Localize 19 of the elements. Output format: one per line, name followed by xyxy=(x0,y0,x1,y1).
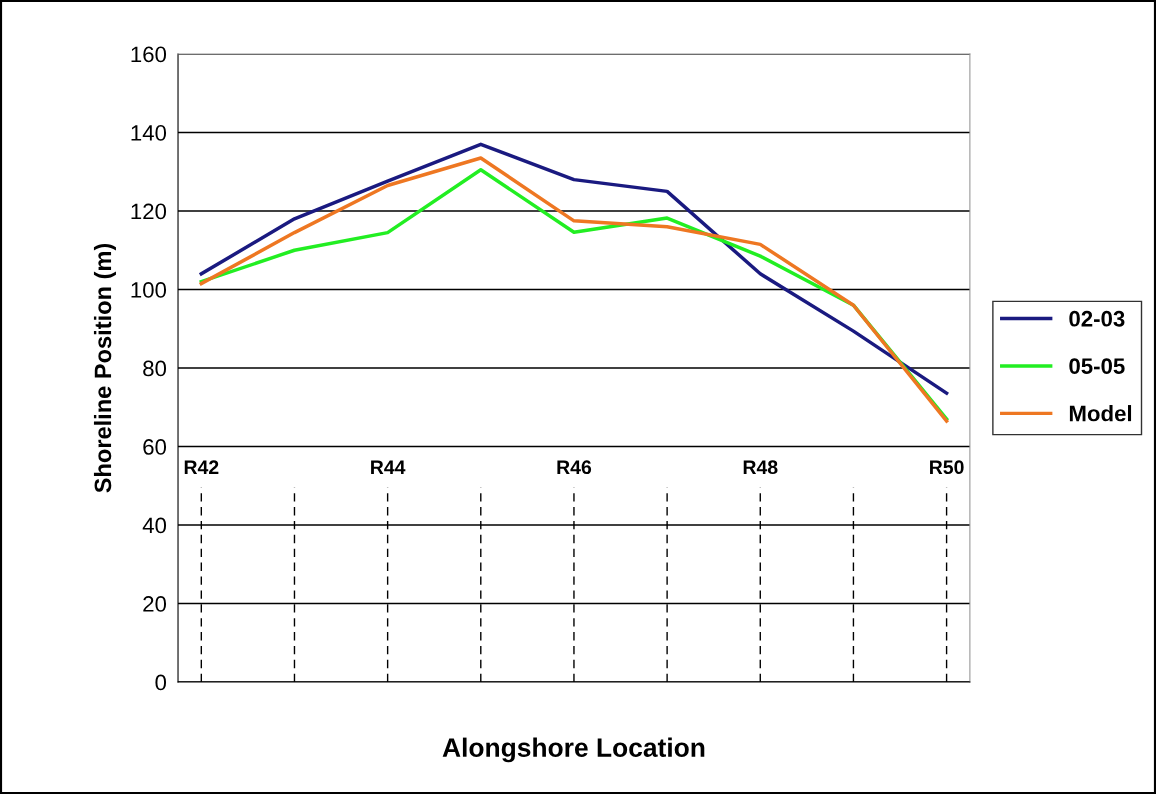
y-tick-label: 120 xyxy=(131,203,167,220)
x-tick-label: R50 xyxy=(930,460,964,475)
y-tick-label: 40 xyxy=(142,517,167,534)
x-tick-label: R46 xyxy=(557,460,592,475)
x-tick-label: R44 xyxy=(371,460,406,474)
y-axis-title: Shoreline Position (m) xyxy=(93,243,116,493)
y-tick-label: 80 xyxy=(143,360,167,377)
x-tick-label: R42 xyxy=(184,460,219,474)
legend-label: 05-05 xyxy=(1069,358,1125,374)
x-axis-title: Alongshore Location xyxy=(442,737,705,763)
y-tick-label: 160 xyxy=(131,46,167,63)
legend-label: 02-03 xyxy=(1069,310,1125,327)
y-tick-label: 0 xyxy=(155,674,167,691)
y-tick-label: 60 xyxy=(143,439,167,455)
y-tick-label: 20 xyxy=(143,596,167,612)
y-tick-label: 100 xyxy=(131,282,167,298)
x-tick-label: R48 xyxy=(743,460,778,475)
y-tick-label: 140 xyxy=(131,125,167,141)
legend-label: Model xyxy=(1069,405,1132,422)
